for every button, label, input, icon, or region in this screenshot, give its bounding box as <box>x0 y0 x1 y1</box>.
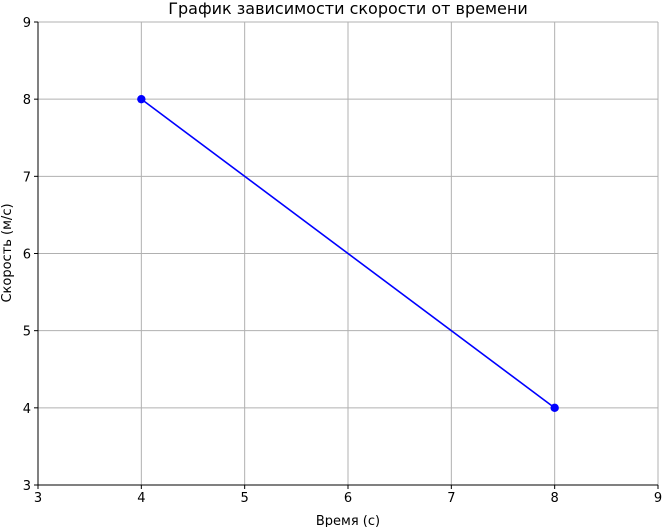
data-point <box>550 403 559 413</box>
x-tick-label: 5 <box>241 491 249 506</box>
y-tick-label: 6 <box>23 248 31 263</box>
x-tick-label: 3 <box>34 491 42 506</box>
y-tick-label: 4 <box>23 402 31 417</box>
y-axis-label: Скорость (м/с) <box>0 203 15 302</box>
x-tick-label: 7 <box>447 491 455 506</box>
y-tick-label: 3 <box>23 479 31 494</box>
data-point <box>137 94 146 104</box>
y-tick-label: 7 <box>23 170 31 185</box>
y-tick-label: 5 <box>23 325 31 340</box>
chart-title: График зависимости скорости от времени <box>168 0 528 18</box>
x-axis-label: Время (с) <box>316 514 380 527</box>
x-tick-label: 9 <box>654 491 662 506</box>
x-tick-label: 4 <box>137 491 145 506</box>
grid <box>37 21 659 486</box>
x-tick-label: 6 <box>344 491 352 506</box>
series-line <box>140 98 556 409</box>
series-layer <box>137 94 559 413</box>
y-tick-label: 9 <box>23 16 31 31</box>
ticks: 3 4 5 6 7 8 9 3 4 5 6 7 8 9 <box>23 16 662 506</box>
x-tick-label: 8 <box>551 491 559 506</box>
y-tick-label: 8 <box>23 93 31 108</box>
